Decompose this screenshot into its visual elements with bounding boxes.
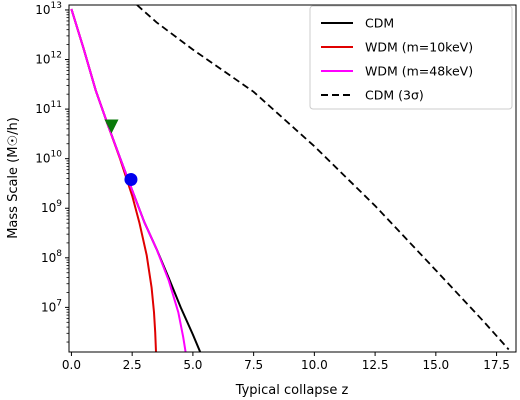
legend-label: WDM (m=10keV) bbox=[365, 40, 473, 55]
series-line-2 bbox=[70, 8, 187, 352]
y-tick-label: 1013 bbox=[35, 1, 62, 17]
y-tick-label: 1012 bbox=[35, 51, 62, 67]
y-tick-label: 107 bbox=[41, 298, 62, 314]
marker-layer bbox=[104, 119, 138, 186]
marker-circle bbox=[124, 172, 138, 186]
marker-triangle bbox=[104, 119, 119, 134]
y-tick-label: 108 bbox=[41, 249, 62, 265]
x-axis-label: Typical collapse z bbox=[235, 383, 349, 398]
x-axis-ticks: 0.0 2.5 5.0 7.5 10.0 12.5 15.0 17.5 bbox=[62, 352, 510, 372]
x-tick-label: 10.0 bbox=[301, 358, 328, 372]
x-tick-label: 17.5 bbox=[483, 358, 510, 372]
y-tick-label: 1010 bbox=[35, 150, 62, 166]
legend-label: CDM (3σ) bbox=[365, 88, 424, 103]
x-tick-label: 0.0 bbox=[62, 358, 81, 372]
x-tick-label: 12.5 bbox=[362, 358, 389, 372]
series-layer bbox=[70, 5, 510, 352]
legend-entries: CDM WDM (m=10keV) WDM (m=48keV) CDM (3σ) bbox=[321, 16, 473, 103]
legend-box bbox=[309, 5, 513, 110]
y-tick-label: 1011 bbox=[35, 100, 62, 116]
legend: CDM WDM (m=10keV) WDM (m=48keV) CDM (3σ) bbox=[309, 5, 513, 110]
y-tick-label: 109 bbox=[41, 199, 62, 215]
x-tick-label: 2.5 bbox=[123, 358, 142, 372]
x-tick-label: 15.0 bbox=[422, 358, 449, 372]
x-tick-label: 7.5 bbox=[244, 358, 263, 372]
x-tick-label: 5.0 bbox=[183, 358, 202, 372]
legend-label: WDM (m=48keV) bbox=[365, 64, 473, 79]
legend-label: CDM bbox=[365, 16, 394, 31]
y-axis-label: Mass Scale (M☉/h) bbox=[6, 117, 21, 239]
y-axis-ticks: 107 108 109 1010 1011 1012 1013 bbox=[35, 1, 69, 343]
